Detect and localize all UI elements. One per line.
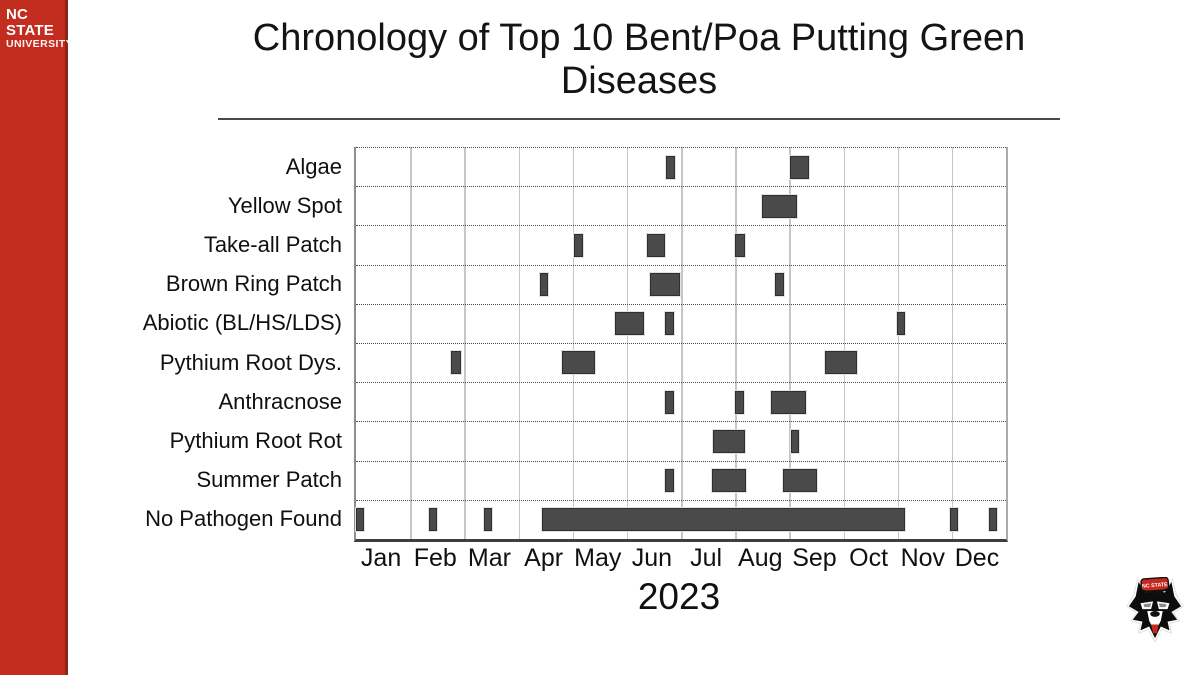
disease-row-label: Brown Ring Patch [165, 271, 342, 297]
disease-row [356, 264, 1006, 304]
month-tick-label: Nov [900, 543, 946, 572]
nc-state-wordmark: NC STATE UNIVERSITY [6, 7, 73, 50]
brand-subname: UNIVERSITY [6, 37, 74, 50]
wolf-eye-right [1158, 603, 1167, 608]
disease-row-label: Summer Patch [196, 467, 343, 493]
activity-period-bar [735, 390, 744, 414]
nc-state-brand-bar: NC STATE UNIVERSITY [0, 0, 73, 675]
disease-row-label: Pythium Root Dys. [159, 349, 342, 375]
wolf-teeth [1149, 620, 1161, 625]
disease-row-label: Anthracnose [218, 388, 342, 414]
wolf-eye-left [1143, 603, 1152, 608]
wolf-nose [1150, 611, 1160, 617]
wolf-hat: NC STATE [1140, 577, 1170, 594]
chart-grid [356, 147, 1006, 539]
activity-period-bar [615, 312, 644, 336]
activity-period-bar [711, 469, 746, 492]
activity-period-bar [573, 233, 583, 257]
disease-row-label: No Pathogen Found [145, 506, 342, 532]
month-tick-label: Oct [849, 543, 889, 572]
activity-period-bar [897, 312, 906, 336]
nc-state-wolf-logo: NC STATE [1126, 577, 1184, 643]
activity-period-bar [712, 429, 746, 453]
activity-period-bar [790, 429, 800, 453]
disease-row [356, 460, 1006, 500]
chart-row-labels: Algae Yellow Spot Take-all Patch Brown Ring… [68, 147, 342, 539]
month-tick-label: Jul [690, 543, 723, 572]
disease-row-label: Abiotic (BL/HS/LDS) [142, 310, 342, 336]
activity-period-bar [539, 273, 548, 297]
activity-period-bar [483, 508, 493, 532]
chart-area [354, 147, 1008, 542]
activity-period-bar [646, 233, 666, 257]
brand-name: NC STATE [6, 6, 54, 39]
disease-row [356, 186, 1006, 225]
disease-row-label: Pythium Root Rot [169, 427, 342, 453]
activity-period-bar [649, 273, 680, 297]
activity-period-bar [356, 508, 365, 532]
activity-period-bar [771, 390, 807, 414]
activity-period-bar [824, 351, 858, 375]
page-title: Chronology of Top 10 Bent/Poa Putting Gr… [252, 17, 1026, 102]
activity-period-bar [989, 508, 997, 532]
month-tick-label: Feb [413, 543, 457, 572]
month-tick-label: Mar [467, 543, 511, 572]
month-tick-label: Jan [360, 543, 402, 572]
title-block: Chronology of Top 10 Bent/Poa Putting Gr… [218, 17, 1060, 120]
activity-period-bar [666, 155, 676, 179]
activity-period-bar [561, 351, 596, 375]
activity-period-bar [734, 233, 745, 257]
month-tick-label: Dec [954, 543, 1000, 572]
activity-period-bar [451, 351, 462, 375]
month-tick-label: Sep [792, 543, 837, 572]
disease-row [356, 225, 1006, 264]
month-tick-label: Jun [631, 543, 673, 572]
activity-period-bar [782, 469, 817, 492]
wolf-hat-text: NC STATE [1142, 582, 1169, 590]
disease-row-label: Yellow Spot [227, 192, 342, 218]
disease-row [356, 421, 1006, 460]
month-tick-label: Aug [738, 543, 783, 572]
month-axis: Jan Feb Mar Apr May Jun Jul Aug Sep Oct Nov Dec [354, 540, 1004, 576]
disease-row-label: Algae [285, 153, 342, 179]
disease-row [356, 147, 1006, 186]
month-tick-label: May [574, 543, 622, 572]
disease-row [356, 303, 1006, 343]
activity-period-bar [665, 312, 675, 336]
month-tick-label: Apr [524, 543, 564, 572]
activity-period-bar [541, 508, 905, 532]
disease-row-label: Take-all Patch [203, 231, 342, 257]
activity-period-bar [428, 508, 438, 532]
activity-period-bar [790, 155, 810, 179]
wolf-head [1128, 582, 1182, 639]
activity-period-bar [762, 194, 797, 218]
year-label: 2023 [637, 576, 721, 617]
activity-period-bar [665, 390, 675, 414]
activity-period-bar [774, 273, 784, 297]
activity-period-bar [950, 508, 958, 532]
wolf-tongue [1151, 624, 1159, 634]
disease-row [356, 499, 1006, 539]
disease-row [356, 342, 1006, 382]
activity-period-bar [664, 469, 675, 492]
disease-row [356, 382, 1006, 421]
